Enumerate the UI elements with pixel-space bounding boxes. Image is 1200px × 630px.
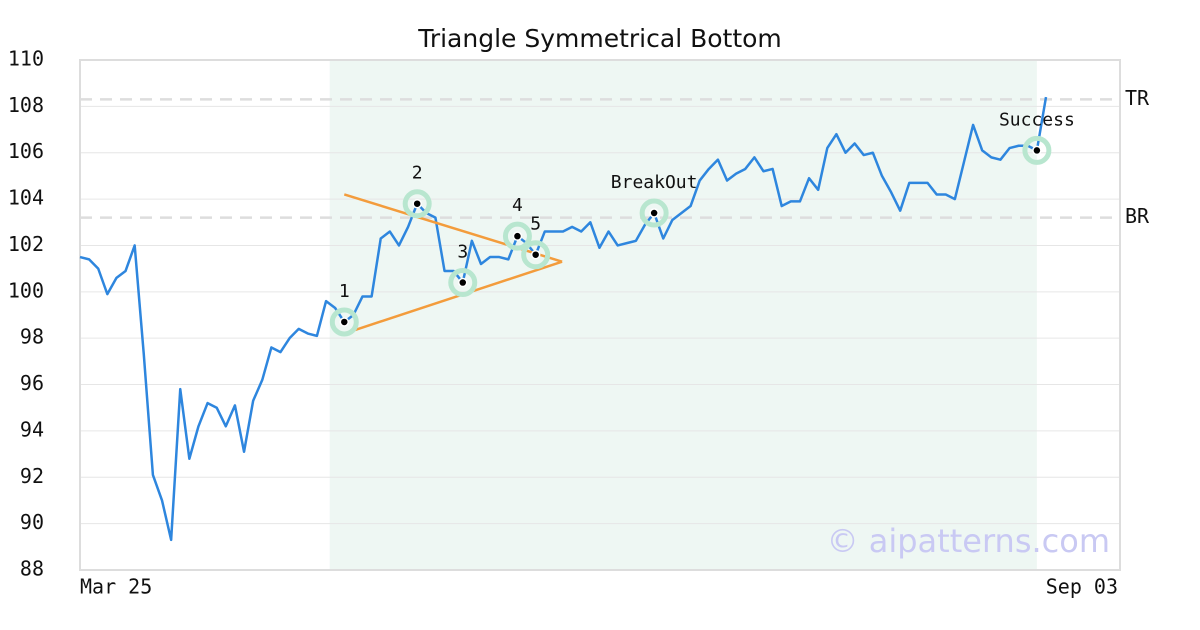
price-line bbox=[79, 96, 1048, 542]
point-label: BreakOut bbox=[611, 172, 698, 193]
y-tick-label: 110 bbox=[8, 47, 44, 71]
y-tick-label: 100 bbox=[8, 278, 44, 302]
x-tick-label: Mar 25 bbox=[80, 575, 152, 599]
point-halo bbox=[639, 198, 669, 228]
pattern-region bbox=[329, 60, 1037, 570]
y-tick-label: 94 bbox=[20, 417, 44, 441]
y-tick-label: 106 bbox=[8, 139, 44, 163]
y-tick-label: 88 bbox=[20, 557, 44, 581]
point-halo bbox=[521, 240, 551, 270]
point-dot bbox=[458, 277, 468, 288]
chart-title: Triangle Symmetrical Bottom bbox=[417, 24, 782, 53]
point-label: 5 bbox=[530, 214, 541, 235]
point-dot bbox=[1032, 145, 1042, 156]
point-dot bbox=[339, 317, 350, 327]
watermark: © aipatterns.com bbox=[827, 522, 1110, 560]
point-label: 2 bbox=[412, 163, 423, 184]
point-halo bbox=[1022, 135, 1052, 165]
point-halo bbox=[448, 268, 478, 298]
point-halo bbox=[402, 189, 432, 219]
y-tick-label: 104 bbox=[8, 186, 44, 210]
point-halo bbox=[502, 221, 532, 251]
y-tick-label: 96 bbox=[20, 371, 44, 395]
point-label: Success bbox=[999, 109, 1075, 130]
point-halo bbox=[329, 307, 359, 337]
trendline bbox=[343, 260, 563, 335]
point-label: 4 bbox=[512, 195, 523, 216]
y-tick-label: 90 bbox=[20, 510, 44, 534]
point-dot bbox=[412, 198, 422, 209]
reference-label: BR bbox=[1125, 204, 1150, 228]
y-tick-label: 102 bbox=[8, 232, 44, 256]
point-label: 1 bbox=[339, 281, 350, 302]
plot-border bbox=[79, 59, 1121, 571]
x-tick-label: Sep 03 bbox=[1046, 575, 1118, 599]
y-tick-label: 92 bbox=[20, 464, 44, 488]
y-tick-label: 108 bbox=[8, 93, 44, 117]
point-dot bbox=[649, 208, 659, 218]
reference-label: TR bbox=[1125, 86, 1150, 110]
point-label: 3 bbox=[457, 242, 468, 263]
point-dot bbox=[530, 249, 541, 260]
y-tick-label: 98 bbox=[20, 325, 44, 349]
point-dot bbox=[512, 231, 523, 241]
